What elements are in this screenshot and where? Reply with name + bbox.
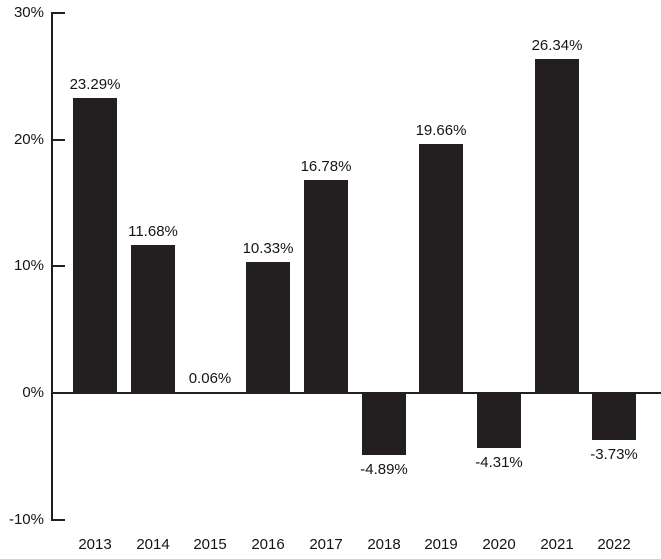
bar xyxy=(477,393,521,448)
bar-value-label: 26.34% xyxy=(531,37,583,55)
y-axis-tick-label: 10% xyxy=(13,257,44,274)
y-axis-tick xyxy=(51,12,65,14)
y-axis-tick-label: 30% xyxy=(13,4,44,21)
y-axis-tick xyxy=(51,265,65,267)
y-axis-tick xyxy=(51,139,65,141)
x-axis-category-label: 2021 xyxy=(540,536,574,553)
x-axis-category-label: 2014 xyxy=(136,536,170,553)
y-axis-tick-label: -10% xyxy=(8,511,44,528)
x-axis-category-label: 2022 xyxy=(597,536,631,553)
bar-value-label: 19.66% xyxy=(415,121,467,139)
bar xyxy=(131,245,175,393)
bar xyxy=(592,393,636,441)
bar xyxy=(419,143,463,393)
bar-value-label: -4.89% xyxy=(360,461,408,478)
bar xyxy=(188,392,232,394)
bar xyxy=(73,97,117,393)
bar-value-label: -3.73% xyxy=(590,446,638,464)
x-axis-category-label: 2016 xyxy=(251,536,285,553)
bar-value-label: 16.78% xyxy=(300,158,352,176)
bar-value-label: 11.68% xyxy=(128,223,178,240)
x-axis-category-label: 2019 xyxy=(424,536,458,553)
bar xyxy=(362,393,406,455)
x-axis-category-label: 2017 xyxy=(309,536,343,553)
bar xyxy=(246,262,290,393)
zero-baseline xyxy=(51,392,661,394)
y-axis-tick xyxy=(51,519,65,521)
x-axis-category-label: 2020 xyxy=(482,536,516,553)
bar-value-label: -4.31% xyxy=(475,453,523,471)
bar xyxy=(535,59,579,393)
bar xyxy=(304,180,348,393)
bar-value-label: 0.06% xyxy=(188,370,232,388)
bar-value-label: 23.29% xyxy=(69,75,121,93)
x-axis-category-label: 2015 xyxy=(193,536,227,553)
x-axis-category-label: 2018 xyxy=(367,536,401,553)
bar-value-label: 10.33% xyxy=(242,240,294,258)
y-axis-tick-label: 20% xyxy=(13,131,44,148)
x-axis-category-label: 2013 xyxy=(78,536,112,553)
y-axis-tick-label: 0% xyxy=(22,384,44,401)
